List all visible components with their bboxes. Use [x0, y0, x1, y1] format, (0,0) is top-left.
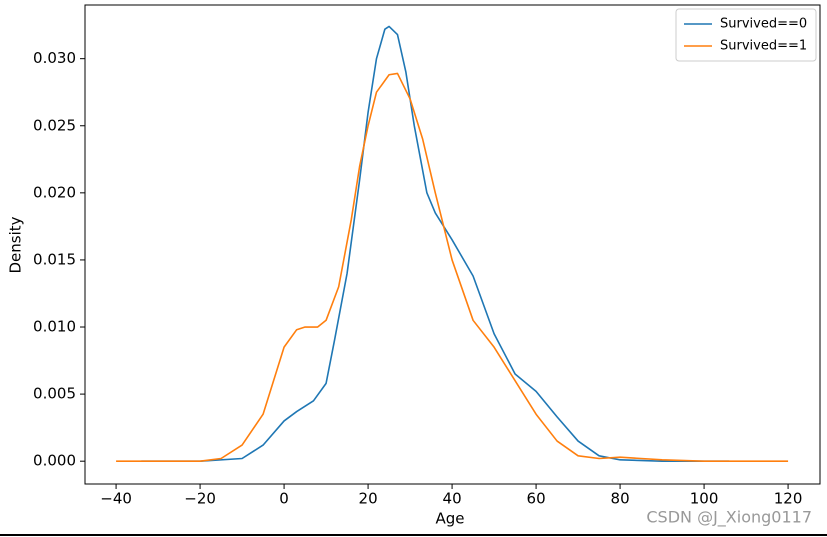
- y-tick-label: 0.020: [33, 183, 76, 201]
- series-line: [116, 72, 789, 462]
- x-tick-label: −20: [184, 490, 216, 508]
- legend-label: Survived==1: [720, 39, 807, 54]
- y-tick-label: 0.010: [33, 318, 76, 336]
- y-axis-label: Density: [7, 216, 25, 273]
- y-tick-label: 0.005: [33, 385, 76, 403]
- watermark: CSDN @J_Xiong0117: [646, 508, 812, 528]
- y-tick-label: 0.000: [33, 452, 76, 470]
- y-tick-label: 0.025: [33, 116, 76, 134]
- plot-frame: [84, 4, 821, 485]
- legend-label: Survived==0: [720, 17, 807, 32]
- x-tick-label: 100: [690, 490, 719, 508]
- x-tick-label: 80: [611, 490, 630, 508]
- x-tick-label: 20: [359, 490, 378, 508]
- series-line: [141, 25, 730, 462]
- x-tick-label: −40: [100, 490, 132, 508]
- legend-box: [675, 8, 817, 62]
- y-tick-label: 0.015: [33, 250, 76, 268]
- x-axis-label: Age: [435, 510, 464, 528]
- x-tick-label: 60: [527, 490, 546, 508]
- x-tick-label: 0: [279, 490, 289, 508]
- x-tick-label: 40: [443, 490, 462, 508]
- y-tick-label: 0.030: [33, 49, 76, 67]
- x-tick-label: 120: [774, 490, 803, 508]
